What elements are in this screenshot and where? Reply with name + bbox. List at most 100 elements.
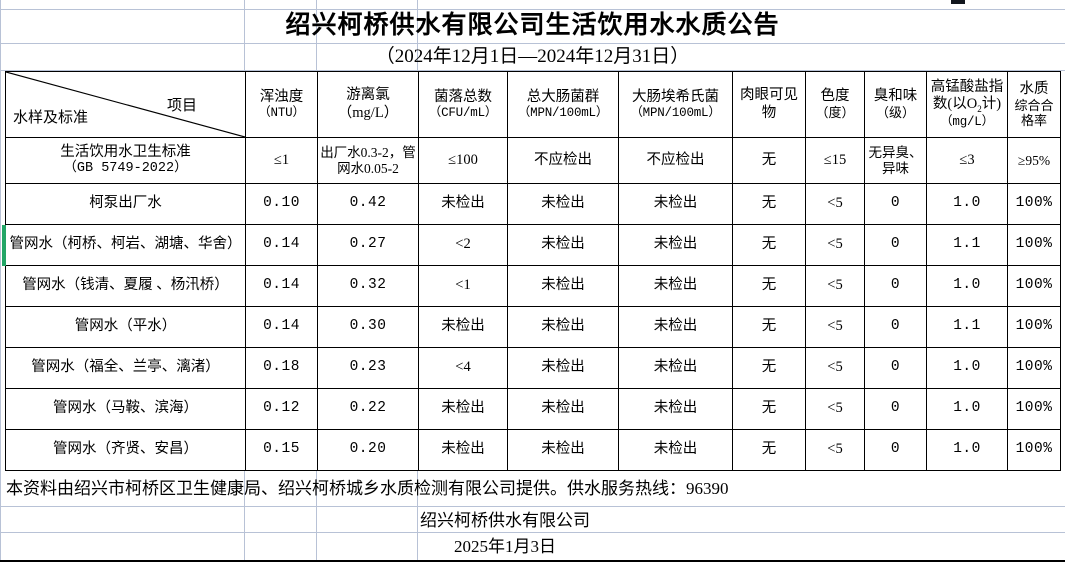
header-odor-taste-unit: （级） [875, 105, 915, 121]
header-chroma-name: 色度 [820, 88, 850, 105]
cell-colony-count: 未检出 [418, 429, 508, 471]
cell-permanganate-index: 1.0 [926, 429, 1008, 471]
cell-total-coliform: 未检出 [507, 347, 619, 389]
cell-odor-taste: 0 [864, 388, 927, 430]
cell-ecoli: 未检出 [618, 183, 733, 225]
cell-total-coliform: 未检出 [507, 306, 619, 348]
table-row[interactable]: 管网水（钱清、夏履 、杨汛桥） 0.14 0.32 <1 未检出 未检出 无 <… [5, 265, 1061, 307]
header-row-label: 水样及标准 [13, 110, 89, 127]
bottom-rule [0, 560, 1065, 562]
table-row[interactable]: 管网水（柯桥、柯岩、湖塘、华舍） 0.14 0.27 <2 未检出 未检出 无 … [5, 224, 1061, 266]
sheet-gridline-row-title [0, 43, 1065, 44]
header-ecoli: 大肠埃希氏菌 （MPN/100mL） [618, 71, 733, 138]
cell-permanganate-index: 1.1 [926, 306, 1008, 348]
table-row[interactable]: 管网水（齐贤、安昌） 0.15 0.20 未检出 未检出 未检出 无 <5 0 … [5, 429, 1061, 471]
cell-total-coliform: 未检出 [507, 265, 619, 307]
sample-name: 管网水（平水） [5, 306, 246, 348]
standard-pass-rate: ≥95% [1007, 137, 1061, 184]
water-quality-table: 水样及标准 项目 浑浊度 （NTU） 游离氯（mg/L） 菌落总数 （CFU/m… [5, 71, 1061, 471]
cell-visible-matter: 无 [732, 224, 806, 266]
header-col-label: 项目 [166, 98, 197, 114]
cell-chroma: <5 [805, 183, 865, 225]
standard-colony-count: ≤100 [418, 137, 508, 184]
cell-visible-matter: 无 [732, 388, 806, 430]
header-ecoli-unit: （MPN/100mL） [630, 105, 721, 120]
standard-free-chlorine: 出厂水0.3-2，管网水0.05-2 [317, 137, 419, 184]
cell-visible-matter: 无 [732, 183, 806, 225]
cell-colony-count: <2 [418, 224, 508, 266]
cell-visible-matter: 无 [732, 429, 806, 471]
header-chroma: 色度 （度） [805, 71, 865, 138]
cell-pass-rate: 100% [1007, 224, 1061, 266]
header-total-coliform: 总大肠菌群 （MPN/100mL） [507, 71, 619, 138]
cell-permanganate-index: 1.0 [926, 388, 1008, 430]
sheet-gridline-row-top [0, 9, 1065, 10]
cell-turbidity: 0.18 [245, 347, 318, 389]
table-row[interactable]: 柯泵出厂水 0.10 0.42 未检出 未检出 未检出 无 <5 0 1.0 1… [5, 183, 1061, 225]
cell-chroma: <5 [805, 388, 865, 430]
cell-colony-count: 未检出 [418, 306, 508, 348]
header-permanganate-index-name: 高锰酸盐指数(以O2计) [930, 79, 1004, 115]
cell-odor-taste: 0 [864, 224, 927, 266]
cell-permanganate-index: 1.0 [926, 265, 1008, 307]
table-header-row: 水样及标准 项目 浑浊度 （NTU） 游离氯（mg/L） 菌落总数 （CFU/m… [5, 71, 1061, 138]
standard-visible-matter: 无 [732, 137, 806, 184]
header-permanganate-index: 高锰酸盐指数(以O2计) （mg/L） [926, 71, 1008, 138]
header-visible-matter: 肉眼可见物 [732, 71, 806, 138]
cell-ecoli: 未检出 [618, 306, 733, 348]
cell-chroma: <5 [805, 429, 865, 471]
cell-odor-taste: 0 [864, 306, 927, 348]
cell-pass-rate: 100% [1007, 429, 1061, 471]
cell-odor-taste: 0 [864, 429, 927, 471]
page-subtitle: （2024年12月1日—2024年12月31日） [375, 46, 690, 67]
header-chroma-unit: （度） [815, 105, 855, 121]
cell-odor-taste: 0 [864, 183, 927, 225]
cell-ecoli: 未检出 [618, 347, 733, 389]
standard-ecoli: 不应检出 [618, 137, 733, 184]
cell-ecoli: 未检出 [618, 429, 733, 471]
cell-total-coliform: 未检出 [507, 183, 619, 225]
table-row[interactable]: 管网水（福全、兰亭、漓渚） 0.18 0.23 <4 未检出 未检出 无 <5 … [5, 347, 1061, 389]
cell-odor-taste: 0 [864, 265, 927, 307]
cell-permanganate-index: 1.1 [926, 224, 1008, 266]
cell-ecoli: 未检出 [618, 388, 733, 430]
header-corner-cell: 水样及标准 项目 [5, 71, 246, 138]
sheet-gridline-row-sign [0, 532, 1065, 533]
cell-turbidity: 0.15 [245, 429, 318, 471]
sample-name: 柯泵出厂水 [5, 183, 246, 225]
cell-visible-matter: 无 [732, 265, 806, 307]
header-total-coliform-unit: （MPN/100mL） [517, 105, 609, 120]
header-colony-count: 菌落总数 （CFU/mL） [418, 71, 508, 138]
cell-free-chlorine: 0.23 [317, 347, 419, 389]
cell-ecoli: 未检出 [618, 265, 733, 307]
cell-total-coliform: 未检出 [507, 429, 619, 471]
header-pass-rate-name: 水质 [1019, 80, 1049, 97]
sheet-gridline-row-note [0, 506, 1065, 507]
sample-name: 管网水（柯桥、柯岩、湖塘、华舍） [5, 224, 246, 266]
table-row[interactable]: 管网水（马鞍、滨海） 0.12 0.22 未检出 未检出 未检出 无 <5 0 … [5, 388, 1061, 430]
header-pass-rate-unit: 综合合格率 [1014, 97, 1054, 129]
standard-code: （GB 5749-2022） [63, 161, 188, 177]
header-ecoli-name: 大肠埃希氏菌 [632, 88, 719, 105]
sheet-left-edge [0, 0, 1, 562]
header-colony-count-unit: （CFU/mL） [428, 105, 498, 120]
cell-colony-count: <4 [418, 347, 508, 389]
sample-name: 管网水（马鞍、滨海） [5, 388, 246, 430]
cell-turbidity: 0.14 [245, 306, 318, 348]
header-odor-taste-name: 臭和味 [873, 88, 918, 105]
cell-pass-rate: 100% [1007, 306, 1061, 348]
cell-pass-rate: 100% [1007, 265, 1061, 307]
header-pass-rate: 水质 综合合格率 [1007, 71, 1061, 138]
cell-turbidity: 0.10 [245, 183, 318, 225]
page-title: 绍兴柯桥供水有限公司生活饮用水水质公告 [285, 12, 780, 39]
cell-total-coliform: 未检出 [507, 388, 619, 430]
standard-name-cell: 生活饮用水卫生标准 （GB 5749-2022） [5, 137, 246, 184]
cell-free-chlorine: 0.20 [317, 429, 419, 471]
selection-edge-mark [951, 0, 965, 4]
sample-name: 管网水（钱清、夏履 、杨汛桥） [5, 265, 246, 307]
table-row[interactable]: 管网水（平水） 0.14 0.30 未检出 未检出 未检出 无 <5 0 1.1… [5, 306, 1061, 348]
cell-chroma: <5 [805, 347, 865, 389]
cell-free-chlorine: 0.27 [317, 224, 419, 266]
cell-colony-count: 未检出 [418, 183, 508, 225]
footer-note: 本资料由绍兴市柯桥区卫生健康局、绍兴柯桥城乡水质检测有限公司提供。供水服务热线：… [6, 479, 729, 498]
